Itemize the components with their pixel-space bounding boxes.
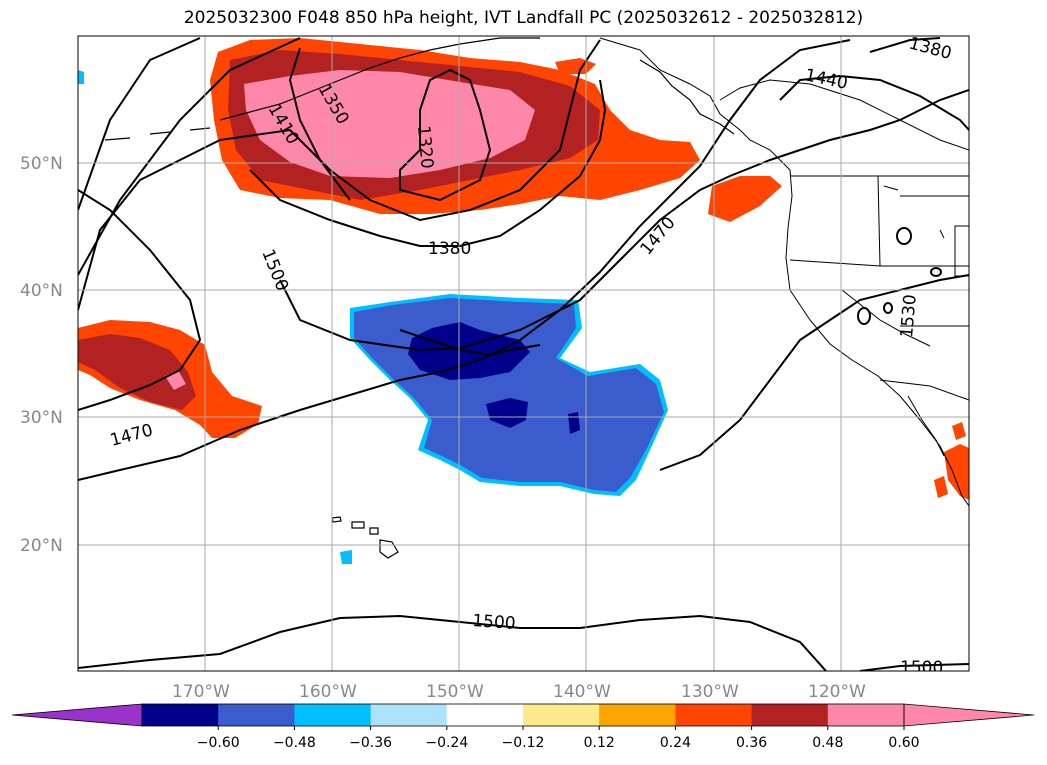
colorbar-bin xyxy=(218,704,295,726)
lat-label: 30°N xyxy=(20,408,63,428)
colorbar: −0.60 −0.48 −0.36 −0.24 −0.12 0.12 0.24 0.36 0.4… xyxy=(11,703,1035,751)
map-title: 2025032300 F048 850 hPa height, IVT Land… xyxy=(183,8,864,28)
colorbar-bin xyxy=(675,704,753,726)
map-area: 1380 1440 1350 1410 1320 1380 1470 1500 … xyxy=(78,34,969,678)
lon-label: 140°W xyxy=(553,682,611,702)
colorbar-tick-label: 0.48 xyxy=(812,735,843,751)
colorbar-tick-label: −0.48 xyxy=(273,735,316,751)
colorbar-tick-label: 0.12 xyxy=(584,735,615,751)
lon-label: 170°W xyxy=(172,682,230,702)
colorbar-bin xyxy=(827,704,905,726)
positive-anomaly-mexico xyxy=(934,422,969,500)
colorbar-bin xyxy=(599,704,676,726)
land-contour-rings xyxy=(857,227,942,325)
colorbar-tick-label: 0.24 xyxy=(660,735,691,751)
coastlines xyxy=(599,37,969,507)
contour-label: 1500 xyxy=(472,611,517,634)
longitude-labels: 170°W 160°W 150°W 140°W 130°W 120°W xyxy=(172,682,866,702)
lat-label: 50°N xyxy=(20,154,63,174)
contour-label: 1440 xyxy=(803,65,849,94)
contour-label: 1380 xyxy=(428,239,471,259)
lon-label: 150°W xyxy=(426,682,484,702)
lon-label: 120°W xyxy=(808,682,866,702)
colorbar-bin xyxy=(446,704,524,726)
lon-label: 130°W xyxy=(681,682,739,702)
lat-label: 20°N xyxy=(20,536,63,556)
positive-anomaly-coast xyxy=(708,176,782,222)
alaska-coast xyxy=(104,37,735,141)
colorbar-bin xyxy=(523,704,600,726)
positive-anomaly-west xyxy=(78,320,262,438)
hawaii-islands xyxy=(331,516,399,559)
colorbar-tick-label: −0.24 xyxy=(425,735,468,751)
map-frame xyxy=(77,35,970,672)
colorbar-bin xyxy=(370,704,448,726)
contour-label: 1470 xyxy=(108,420,155,451)
colorbar-tick-label: −0.12 xyxy=(502,735,545,751)
colorbar-tick-label: −0.60 xyxy=(197,735,240,751)
colorbar-extend-min xyxy=(11,703,143,727)
contour-label: 1380 xyxy=(907,34,954,65)
colorbar-tick-label: 0.60 xyxy=(888,735,919,751)
graticule xyxy=(78,36,969,671)
contour-label: 1500 xyxy=(900,658,943,678)
contour-label: 1320 xyxy=(413,125,437,170)
colorbar-tick-label: 0.36 xyxy=(736,735,767,751)
lat-label: 40°N xyxy=(20,281,63,301)
height-contours xyxy=(78,37,969,671)
contour-label: 1530 xyxy=(897,294,921,339)
contour-label: 1500 xyxy=(257,246,292,294)
lon-label: 160°W xyxy=(299,682,357,702)
colorbar-bin xyxy=(142,704,219,726)
colorbar-extend-max xyxy=(903,703,1035,727)
colorbar-tick-label: −0.36 xyxy=(349,735,392,751)
latitude-labels: 50°N 40°N 30°N 20°N xyxy=(20,154,63,556)
colorbar-bin xyxy=(294,704,372,726)
colorbar-bin xyxy=(751,704,829,726)
